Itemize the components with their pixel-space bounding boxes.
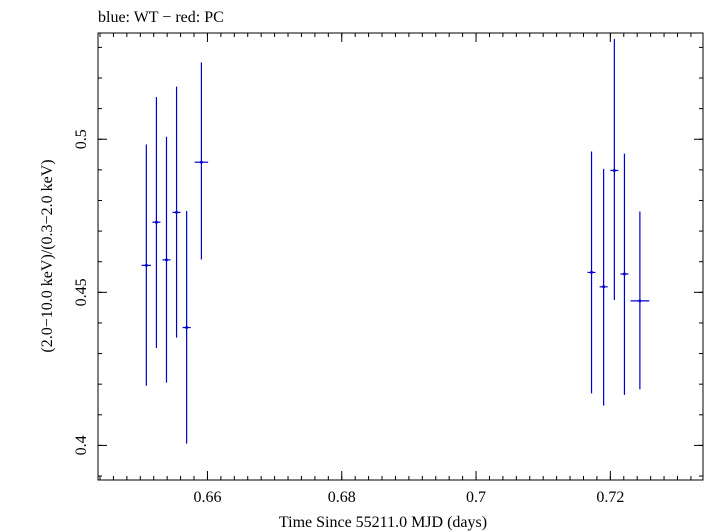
data-points: [141, 38, 650, 444]
plot-frame: [97, 32, 704, 481]
data-point: [162, 136, 171, 383]
data-point: [630, 211, 650, 390]
y-tick-label: 0.5: [73, 129, 90, 149]
point-marker: [612, 168, 616, 172]
data-point: [182, 210, 191, 444]
data-point: [194, 62, 209, 260]
data-point: [587, 151, 596, 394]
data-point: [610, 38, 619, 300]
point-marker: [164, 258, 168, 262]
x-tick-label: 0.66: [193, 489, 221, 506]
point-marker: [622, 272, 626, 276]
x-axis: 0.66 0.68 0.7 0.72: [99, 33, 692, 506]
point-marker: [638, 299, 642, 303]
chart-title: blue: WT − red: PC: [98, 9, 224, 26]
point-marker: [185, 326, 189, 330]
point-marker: [602, 285, 606, 289]
x-axis-label: Time Since 55211.0 MJD (days): [279, 514, 487, 531]
y-tick-label: 0.45: [73, 278, 90, 306]
x-tick-label: 0.7: [466, 489, 486, 506]
data-point: [599, 168, 608, 406]
x-tick-label: 0.68: [328, 489, 356, 506]
point-marker: [590, 270, 594, 274]
x-tick-label: 0.72: [596, 489, 624, 506]
y-axis-label: (2.0−10.0 keV)/(0.3−2.0 keV): [39, 159, 56, 352]
data-point: [141, 144, 152, 386]
point-marker: [144, 263, 148, 267]
point-marker: [175, 210, 179, 214]
point-marker: [154, 220, 158, 224]
y-axis: 0.4 0.45 0.5: [73, 46, 703, 477]
data-point: [172, 86, 181, 338]
data-point: [152, 96, 161, 349]
data-point: [620, 153, 629, 395]
point-marker: [199, 160, 203, 164]
y-tick-label: 0.4: [73, 435, 90, 455]
